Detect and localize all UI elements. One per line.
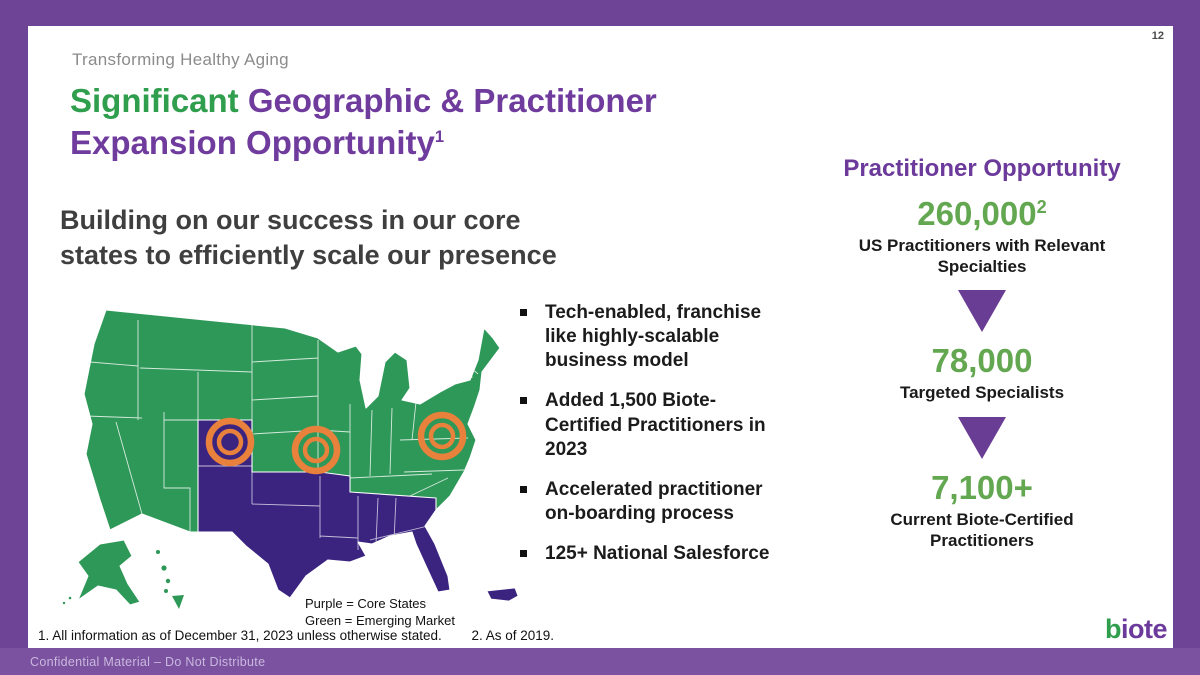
page-title: Significant Geographic & Practitioner Ex… bbox=[70, 80, 657, 164]
bullet-square-icon bbox=[520, 309, 527, 316]
step-label: Targeted Specialists bbox=[899, 383, 1065, 403]
bullet-square-icon bbox=[520, 550, 527, 557]
funnel-step-2: 78,000 Targeted Specialists bbox=[807, 342, 1157, 404]
frame-top bbox=[0, 0, 1200, 26]
biote-logo: biote bbox=[1104, 614, 1168, 645]
subtitle-line2: states to efficiently scale our presence bbox=[60, 240, 557, 271]
core-state-borders bbox=[198, 465, 429, 550]
target-marker-2 bbox=[291, 425, 341, 475]
step-value: 260,0002 bbox=[917, 195, 1047, 232]
panel-title: Practitioner Opportunity bbox=[843, 155, 1121, 182]
page-number: 12 bbox=[1151, 30, 1164, 42]
list-item: Accelerated practitioner on-boarding pro… bbox=[520, 478, 782, 526]
title-footnote-marker: 1 bbox=[434, 127, 445, 146]
puerto-rico-shape bbox=[486, 587, 519, 602]
target-marker-3 bbox=[417, 411, 467, 461]
bullet-text: Tech-enabled, franchise like highly-scal… bbox=[545, 302, 762, 372]
list-item: 125+ National Salesforce bbox=[520, 542, 782, 566]
logo-green-letter: b bbox=[1104, 614, 1122, 644]
alaska-shape bbox=[77, 539, 141, 606]
title-highlight: Significant bbox=[70, 82, 239, 119]
title-line2: Expansion Opportunity1 bbox=[70, 123, 445, 161]
practitioner-opportunity-panel: Practitioner Opportunity 260,0002 US Pra… bbox=[807, 155, 1157, 552]
target-marker-1 bbox=[205, 417, 255, 467]
target-markers bbox=[205, 411, 467, 475]
map-legend: Purple = Core States Green = Emerging Ma… bbox=[305, 596, 455, 630]
down-arrow-icon bbox=[958, 290, 1006, 333]
logo-purple-letters: iote bbox=[1120, 614, 1168, 644]
value-footnote-marker: 2 bbox=[1036, 197, 1047, 217]
frame-right bbox=[1173, 0, 1200, 675]
aleutian-islands bbox=[62, 596, 72, 605]
eyebrow-tagline: Transforming Healthy Aging bbox=[72, 50, 289, 69]
title-line1: Significant Geographic & Practitioner bbox=[70, 80, 657, 122]
bullet-text: Added 1,500 Biote-Certified Practitioner… bbox=[545, 390, 766, 460]
bullet-list: Tech-enabled, franchise like highly-scal… bbox=[520, 301, 782, 582]
bullet-square-icon bbox=[520, 397, 527, 405]
footer-bar: Confidential Material – Do Not Distribut… bbox=[0, 648, 1200, 675]
bullet-text: 125+ National Salesforce bbox=[545, 543, 770, 564]
funnel-step-1: 260,0002 US Practitioners with Relevant … bbox=[807, 195, 1157, 277]
state-borders bbox=[85, 320, 479, 532]
us-map-svg bbox=[62, 309, 519, 609]
core-states-shape bbox=[197, 419, 451, 599]
confidentiality-notice: Confidential Material – Do Not Distribut… bbox=[30, 654, 266, 669]
list-item: Tech-enabled, franchise like highly-scal… bbox=[520, 301, 782, 373]
footnotes: 1. All information as of December 31, 20… bbox=[38, 628, 554, 643]
step-label: US Practitioners with Relevant Specialti… bbox=[858, 235, 1106, 276]
legend-emerging-market: Green = Emerging Market bbox=[305, 612, 455, 628]
step-value: 78,000 bbox=[931, 342, 1033, 380]
hawaii-islands bbox=[156, 550, 184, 609]
footnote-1: 1. All information as of December 31, 20… bbox=[38, 628, 442, 643]
step-label: Current Biote-Certified Practitioners bbox=[890, 510, 1074, 550]
core-states bbox=[197, 419, 519, 602]
title-line1-rest: Geographic & Practitioner bbox=[238, 82, 657, 119]
footnote-2: 2. As of 2019. bbox=[471, 628, 555, 643]
step-value: 7,100+ bbox=[931, 469, 1033, 507]
funnel-step-3: 7,100+ Current Biote-Certified Practitio… bbox=[807, 469, 1157, 551]
down-arrow-icon bbox=[958, 417, 1006, 460]
list-item: Added 1,500 Biote-Certified Practitioner… bbox=[520, 389, 782, 461]
subtitle: Building on our success in our core stat… bbox=[60, 203, 557, 273]
us-map bbox=[60, 300, 525, 618]
subtitle-line1: Building on our success in our core bbox=[60, 205, 521, 235]
frame-left bbox=[0, 0, 28, 675]
bullet-square-icon bbox=[520, 485, 527, 493]
legend-core-states: Purple = Core States bbox=[305, 596, 427, 611]
bullet-text: Accelerated practitioner on-boarding pro… bbox=[545, 478, 763, 524]
